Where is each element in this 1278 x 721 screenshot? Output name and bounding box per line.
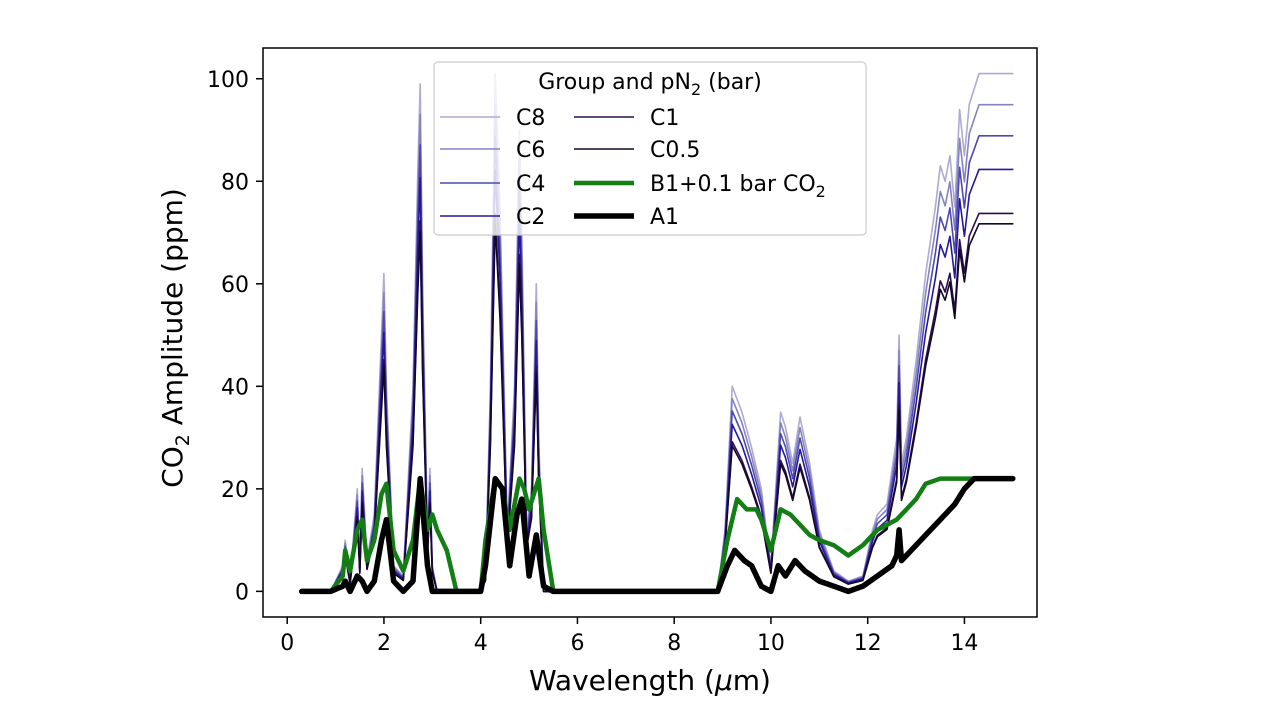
legend-label-2: C4 — [516, 172, 545, 197]
legend: Group and pN2 (bar) C8 C6 C4 C2 C1 C0.5 B1+0.1… — [433, 61, 867, 236]
plot-frame — [262, 47, 1038, 618]
series-line-4 — [300, 212, 1014, 593]
x-tick-label: 8 — [667, 631, 681, 656]
legend-label-0: C8 — [516, 106, 545, 131]
x-tick-label: 0 — [280, 631, 294, 656]
legend-label-7: A1 — [650, 205, 679, 230]
y-tick-label: 20 — [221, 478, 249, 503]
legend-label-4: C1 — [650, 106, 679, 131]
series-line-7 — [298, 475, 1016, 595]
x-tick-label: 4 — [474, 631, 488, 656]
x-axis-ticks: 0 2 4 6 8 10 12 14 — [280, 617, 978, 656]
series-layer — [298, 72, 1016, 595]
x-tick-label: 10 — [757, 631, 785, 656]
y-axis-ticks: 0 20 40 60 80 100 — [207, 68, 263, 605]
x-tick-label: 14 — [950, 631, 978, 656]
y-tick-label: 80 — [221, 170, 249, 195]
y-tick-label: 100 — [207, 68, 249, 93]
y-tick-label: 0 — [235, 580, 249, 605]
y-tick-label: 40 — [221, 375, 249, 400]
legend-entries: C8 C6 C4 C2 C1 C0.5 B1+0.1 bar CO2 A1 — [440, 106, 826, 230]
series-line-6 — [299, 476, 1016, 594]
y-axis-title: CO2 Amplitude (ppm) — [156, 188, 194, 488]
x-tick-label: 6 — [570, 631, 584, 656]
legend-label-6: B1+0.1 bar CO2 — [650, 172, 826, 201]
x-tick-label: 2 — [377, 631, 391, 656]
legend-title: Group and pN2 (bar) — [538, 70, 762, 99]
legend-box — [433, 61, 867, 236]
y-tick-label: 60 — [221, 273, 249, 298]
series-line-5 — [300, 223, 1014, 593]
legend-label-1: C6 — [516, 138, 545, 163]
legend-label-5: C0.5 — [650, 138, 700, 163]
x-axis-title: Wavelength (μm) — [529, 664, 771, 697]
legend-label-3: C2 — [516, 205, 545, 230]
x-tick-label: 12 — [854, 631, 882, 656]
